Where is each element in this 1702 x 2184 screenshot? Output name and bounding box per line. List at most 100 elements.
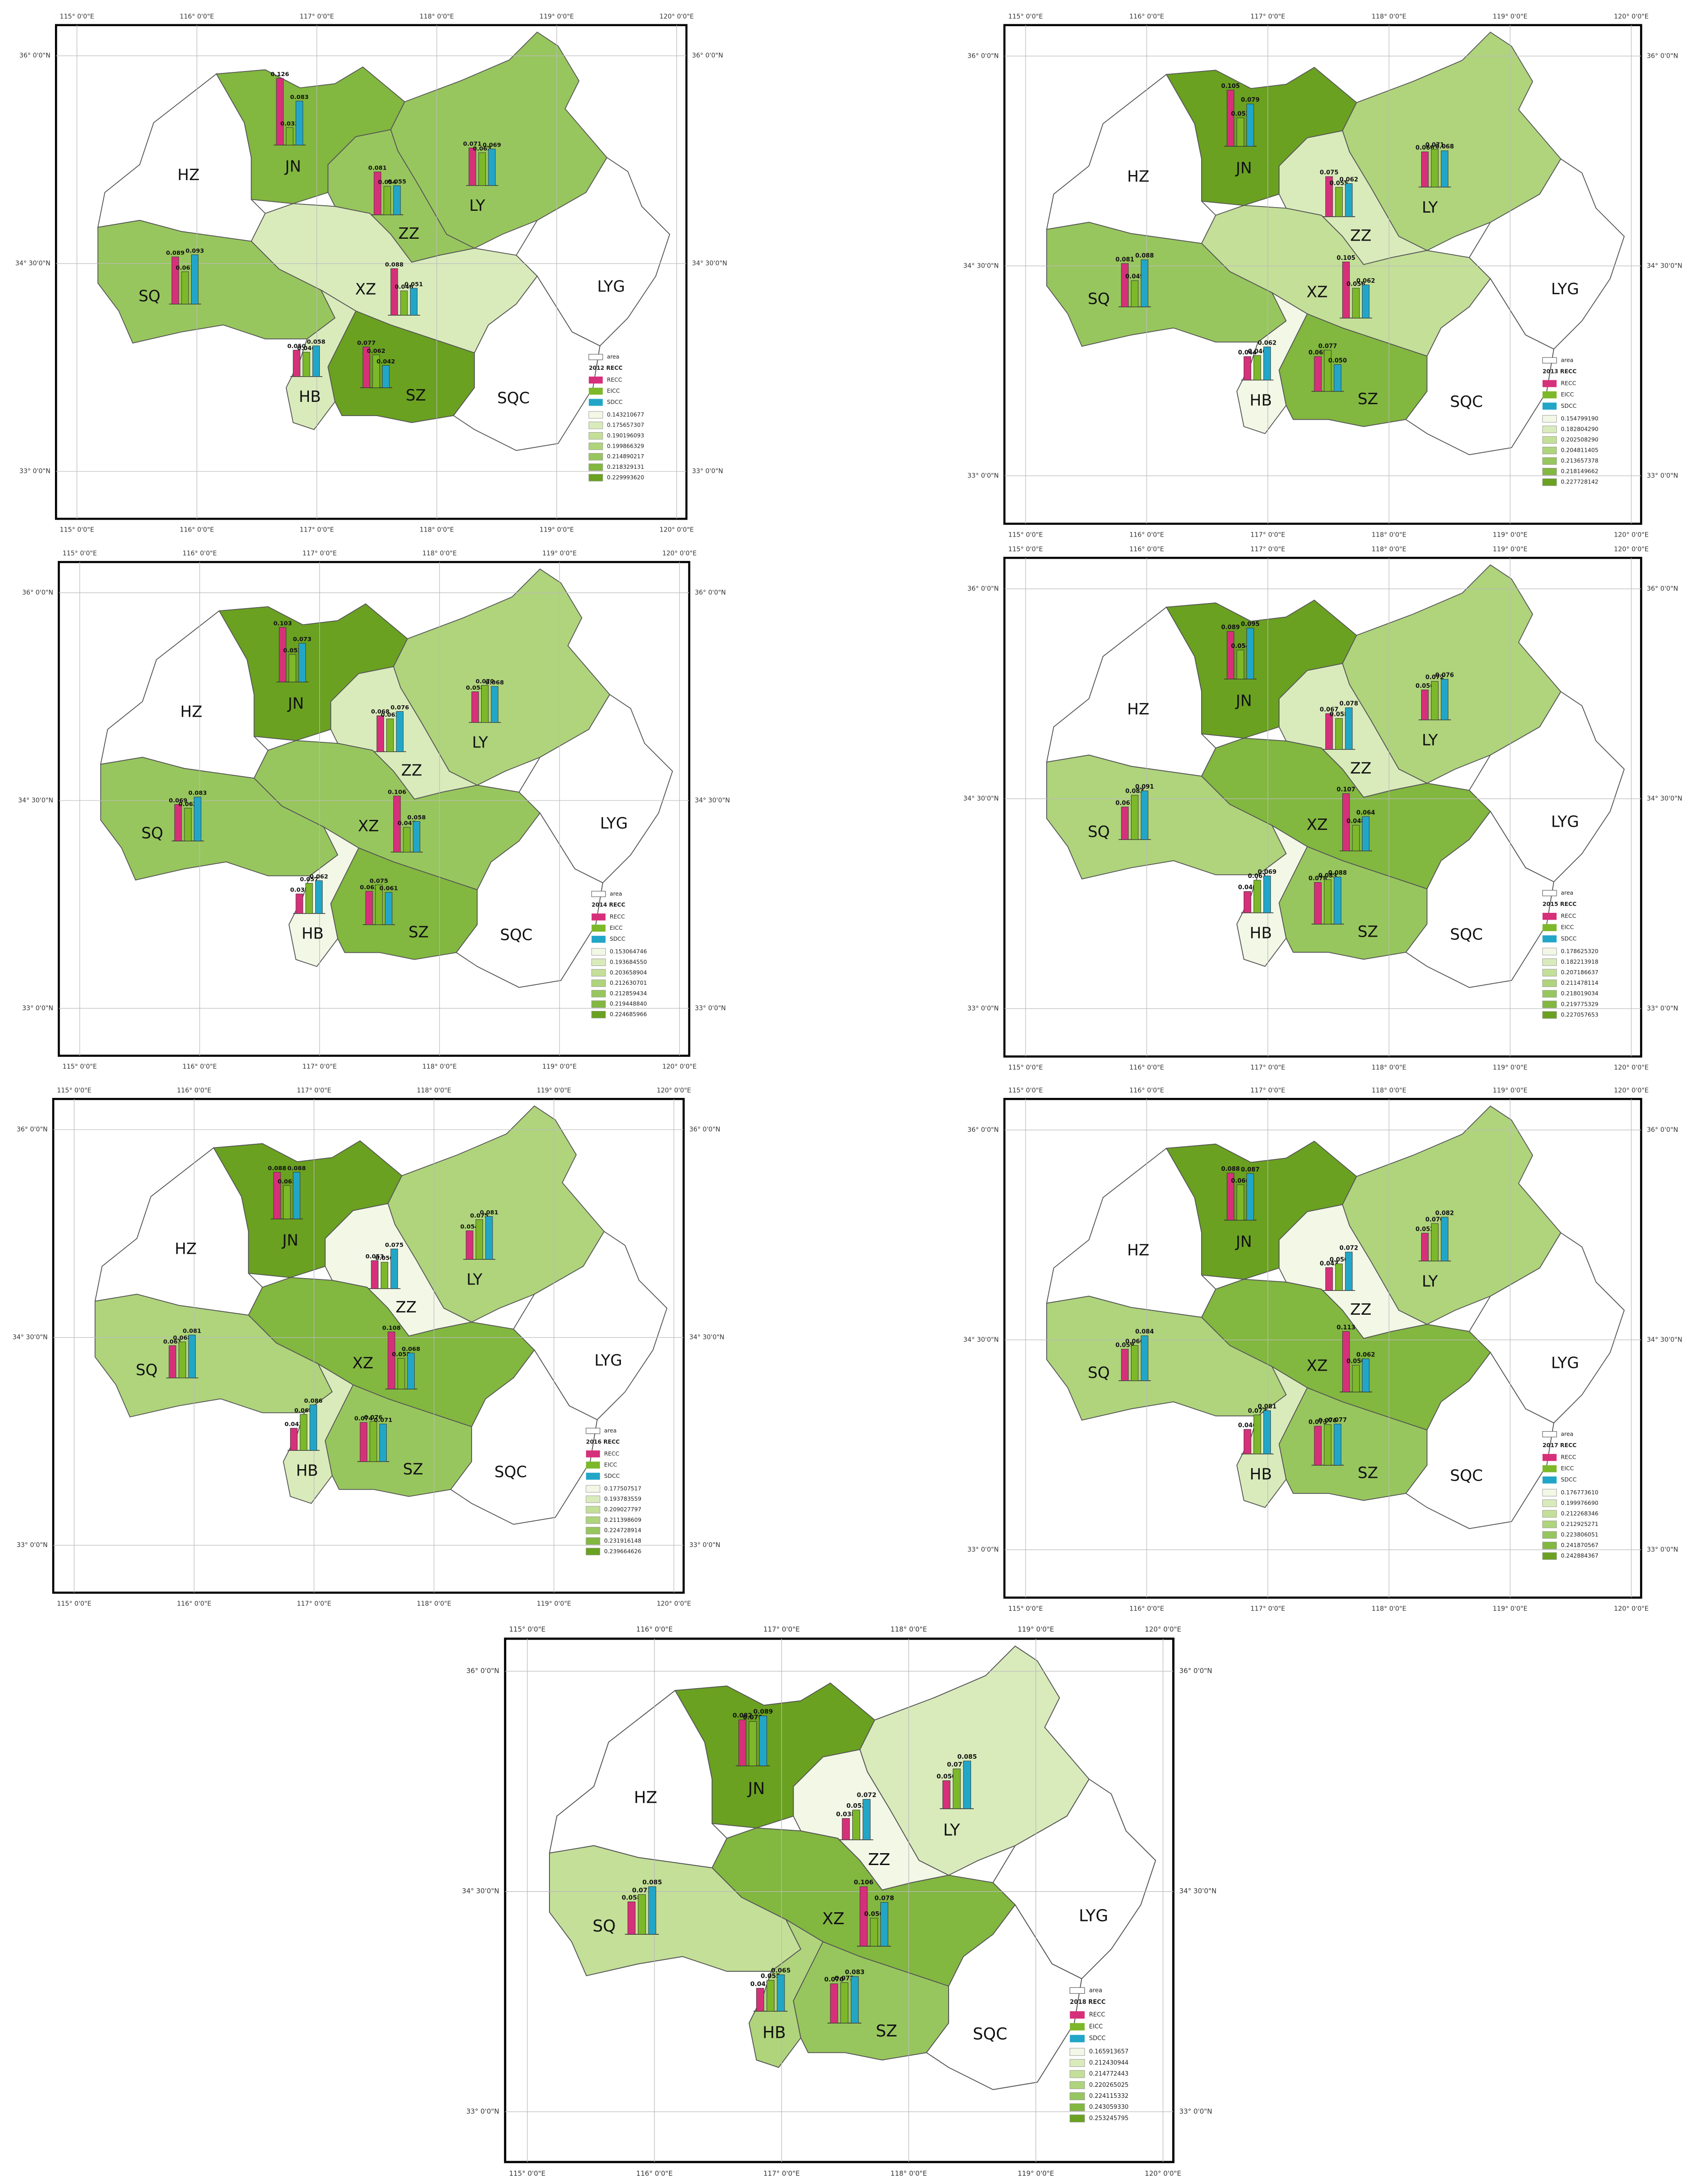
- lon-label: 116° 0'0"E: [182, 550, 217, 557]
- legend-swatch: [1542, 436, 1557, 444]
- bar: [738, 1719, 747, 1766]
- legend-swatch: [1070, 2103, 1085, 2112]
- lon-label: 117° 0'0"E: [763, 1626, 800, 1634]
- bar-value-label: 0.050: [864, 1910, 884, 1918]
- bar-value-label: 0.061: [163, 1339, 181, 1345]
- lon-label: 119° 0'0"E: [539, 13, 574, 21]
- legend-swatch: [1070, 2114, 1085, 2123]
- legend-swatch: [1542, 468, 1557, 476]
- bar: [1335, 187, 1343, 217]
- bar: [1131, 280, 1139, 307]
- bar-value-label: 0.038: [836, 1811, 856, 1818]
- bar: [756, 1988, 764, 2012]
- lat-label: 33° 0'0"N: [689, 1542, 720, 1549]
- lat-label: 36° 0'0"N: [689, 1126, 720, 1133]
- lon-label: 115° 0'0"E: [1008, 1087, 1043, 1094]
- bar: [171, 257, 179, 304]
- bar-value-label: 0.088: [287, 1165, 306, 1172]
- legend-label: 0.211398609: [604, 1517, 641, 1523]
- city-region: [926, 1904, 1082, 2090]
- lon-label: 117° 0'0"E: [302, 1063, 337, 1070]
- bar: [1121, 1349, 1129, 1381]
- lon-label: 120° 0'0"E: [662, 550, 697, 557]
- city-label: HB: [1250, 924, 1272, 942]
- bar: [188, 1334, 196, 1378]
- lat-label: 33° 0'0"N: [967, 1546, 999, 1553]
- bar: [298, 643, 306, 682]
- bar: [273, 1172, 281, 1219]
- bar: [393, 185, 401, 215]
- bar-value-label: 0.041: [750, 1981, 770, 1988]
- bar-value-label: 0.076: [390, 704, 409, 711]
- legend-swatch: [591, 990, 606, 998]
- city-label: SQC: [494, 1463, 527, 1481]
- legend-label: RECC: [604, 1450, 619, 1457]
- lon-label: 116° 0'0"E: [1129, 546, 1164, 553]
- legend-swatch: [588, 432, 603, 440]
- legend-swatch: [586, 1485, 600, 1493]
- bar-value-label: 0.126: [271, 71, 289, 78]
- bar-value-label: 0.062: [367, 348, 385, 355]
- bar: [880, 1902, 889, 1947]
- bar: [293, 1172, 301, 1219]
- legend-label: 0.218149662: [1561, 468, 1598, 475]
- bar: [488, 148, 496, 186]
- lon-label: 120° 0'0"E: [662, 1063, 697, 1070]
- legend-label: 0.224115332: [1089, 2093, 1129, 2100]
- bar: [1441, 1217, 1449, 1262]
- legend-title: 2016 RECC: [586, 1438, 620, 1445]
- bar: [1131, 795, 1139, 840]
- bar-value-label: 0.105: [1337, 255, 1356, 262]
- bar: [648, 1886, 656, 1935]
- city-label: LYG: [1551, 280, 1579, 298]
- legend-swatch: [1542, 446, 1557, 455]
- legend-label: 0.209027797: [604, 1506, 641, 1513]
- legend-label: area: [604, 1427, 616, 1434]
- bar-value-label: 0.066: [1416, 145, 1434, 152]
- city-label: LY: [467, 1270, 483, 1288]
- city-label: XZ: [822, 1910, 845, 1928]
- map-panel: 115° 0'0"E 115° 0'0"E 116° 0'0"E 116° 0'0"E…: [963, 13, 1682, 538]
- legend-swatch: [1542, 1476, 1557, 1484]
- city-label: HB: [1250, 1465, 1272, 1483]
- legend-label: 0.227057653: [1561, 1011, 1598, 1018]
- bar: [407, 1353, 415, 1389]
- legend-label: 0.212430944: [1089, 2059, 1129, 2066]
- bar-value-label: 0.077: [1318, 343, 1337, 350]
- bar: [393, 796, 401, 852]
- lon-label: 120° 0'0"E: [1614, 1064, 1649, 1071]
- bar: [749, 1721, 757, 1766]
- bar: [302, 352, 310, 377]
- bar-value-label: 0.072: [835, 1975, 854, 1982]
- bar-value-label: 0.046: [395, 284, 413, 291]
- bar-value-label: 0.070: [476, 678, 494, 685]
- legend-label: SDCC: [604, 1473, 620, 1479]
- bar: [371, 1260, 379, 1289]
- legend-swatch: [1542, 1000, 1557, 1008]
- bar: [942, 1780, 950, 1809]
- bar: [1352, 1365, 1360, 1393]
- bar-value-label: 0.088: [268, 1165, 286, 1172]
- city-label: JN: [747, 1779, 765, 1798]
- bar: [290, 1428, 298, 1451]
- city-label: XZ: [1307, 1357, 1328, 1375]
- legend-label: 0.220265025: [1089, 2082, 1129, 2089]
- legend-label: 0.229993620: [607, 474, 644, 481]
- legend-label: RECC: [1561, 1454, 1576, 1460]
- lon-label: 118° 0'0"E: [420, 13, 454, 21]
- city-label: LYG: [1079, 1907, 1108, 1926]
- lon-label: 116° 0'0"E: [182, 1063, 217, 1070]
- bar-value-label: 0.071: [632, 1887, 652, 1894]
- bar-value-label: 0.083: [845, 1969, 865, 1976]
- legend-label: 0.193783559: [604, 1496, 641, 1502]
- lon-label: 115° 0'0"E: [57, 1087, 91, 1094]
- legend-swatch: [591, 979, 606, 987]
- bar: [1246, 1173, 1254, 1221]
- legend-label: 0.227728142: [1561, 479, 1598, 485]
- legend-swatch: [1542, 391, 1557, 399]
- city-label: LY: [472, 734, 488, 752]
- bar-value-label: 0.073: [293, 636, 311, 643]
- lat-label: 33° 0'0"N: [1179, 2107, 1212, 2115]
- bar-value-label: 0.068: [371, 708, 390, 715]
